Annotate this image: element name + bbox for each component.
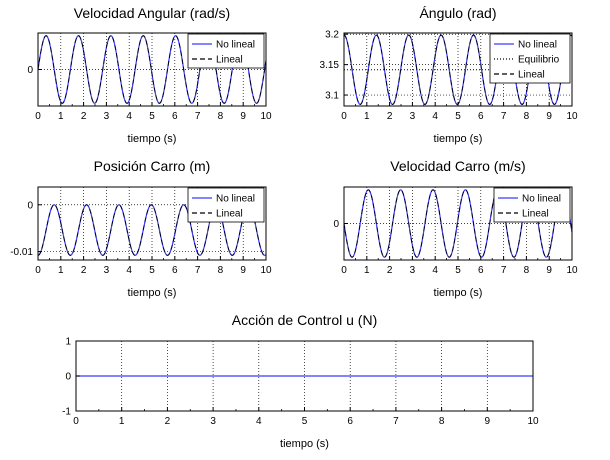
x-tick-label: 1 [364, 111, 370, 122]
legend-entry: No lineal [216, 194, 255, 205]
chart-title: Posición Carro (m) [94, 158, 211, 174]
x-tick-label: 1 [119, 416, 125, 427]
y-tick-label: -0.01 [10, 247, 33, 258]
x-tick-label: 9 [485, 416, 491, 427]
y-tick-label: 0 [27, 65, 33, 76]
legend-entry: Lineal [518, 70, 545, 81]
legend-box [187, 187, 265, 223]
x-tick-label: 3 [410, 111, 416, 122]
x-axis-label: tiempo (s) [128, 133, 177, 145]
legend-entry: No lineal [216, 40, 255, 51]
x-tick-label: 10 [527, 416, 539, 427]
x-tick-label: 1 [58, 265, 64, 276]
x-tick-label: 9 [546, 265, 552, 276]
x-tick-label: 5 [149, 111, 155, 122]
chart-title: Ángulo (rad) [419, 5, 496, 21]
x-tick-label: 4 [432, 265, 438, 276]
x-tick-label: 8 [218, 265, 224, 276]
series-lineal-line [38, 35, 266, 104]
x-tick-label: 2 [81, 111, 87, 122]
y-tick-label: 3.2 [325, 30, 339, 41]
x-tick-label: 2 [81, 265, 87, 276]
x-tick-label: 8 [218, 111, 224, 122]
x-tick-label: 10 [566, 111, 578, 122]
x-tick-label: 10 [260, 265, 272, 276]
legend-entry: No lineal [518, 40, 557, 51]
chart-title: Velocidad Carro (m/s) [390, 158, 525, 174]
x-tick-label: 2 [165, 416, 171, 427]
y-tick-label: 1 [65, 337, 71, 348]
x-tick-label: 10 [260, 111, 272, 122]
x-tick-label: 8 [439, 416, 445, 427]
x-tick-label: 4 [256, 416, 262, 427]
x-axis-label: tiempo (s) [280, 438, 329, 450]
x-tick-label: 9 [546, 111, 552, 122]
x-tick-label: 0 [35, 265, 41, 276]
x-tick-label: 7 [195, 111, 201, 122]
legend-box [489, 33, 571, 84]
x-tick-label: 6 [172, 111, 178, 122]
x-tick-label: 7 [393, 416, 399, 427]
y-tick-label: 3.1 [325, 91, 339, 102]
x-tick-label: 4 [126, 111, 132, 122]
x-tick-label: 3 [410, 265, 416, 276]
x-tick-label: 0 [73, 416, 79, 427]
x-tick-label: 5 [302, 416, 308, 427]
x-tick-label: 7 [195, 265, 201, 276]
x-tick-label: 9 [240, 111, 246, 122]
x-tick-label: 3 [210, 416, 216, 427]
x-tick-label: 0 [341, 265, 347, 276]
x-tick-label: 7 [501, 265, 507, 276]
x-tick-label: 4 [126, 265, 132, 276]
x-tick-label: 5 [149, 265, 155, 276]
y-tick-label: 0 [27, 200, 33, 211]
x-tick-label: 6 [478, 111, 484, 122]
x-tick-label: 5 [455, 265, 461, 276]
x-tick-label: 5 [455, 111, 461, 122]
x-tick-label: 7 [501, 111, 507, 122]
x-tick-label: 0 [341, 111, 347, 122]
legend-entry: Equilibrio [518, 55, 560, 66]
x-tick-label: 6 [172, 265, 178, 276]
series-lineal-line [38, 204, 266, 256]
y-tick-label: -1 [62, 407, 71, 418]
legend-entry: Lineal [522, 209, 549, 220]
x-tick-label: 1 [364, 265, 370, 276]
x-tick-label: 6 [478, 265, 484, 276]
y-tick-label: 3.15 [320, 60, 340, 71]
x-tick-label: 2 [387, 265, 393, 276]
chart-title: Acción de Control u (N) [232, 312, 378, 328]
x-tick-label: 4 [432, 111, 438, 122]
x-tick-label: 9 [240, 265, 246, 276]
x-tick-label: 0 [35, 111, 41, 122]
y-tick-label: 0 [333, 219, 339, 230]
x-axis-label: tiempo (s) [434, 287, 483, 299]
x-tick-label: 3 [104, 265, 110, 276]
chart-title: Velocidad Angular (rad/s) [74, 5, 230, 21]
legend-entry: No lineal [522, 194, 561, 205]
x-tick-label: 6 [347, 416, 353, 427]
legend-entry: Lineal [216, 209, 243, 220]
legend-entry: Lineal [216, 55, 243, 66]
x-tick-label: 1 [58, 111, 64, 122]
legend-box [493, 187, 571, 223]
x-tick-label: 8 [524, 265, 530, 276]
x-axis-label: tiempo (s) [128, 287, 177, 299]
x-tick-label: 10 [566, 265, 578, 276]
legend-box [187, 33, 265, 69]
x-tick-label: 8 [524, 111, 530, 122]
x-axis-label: tiempo (s) [434, 133, 483, 145]
x-tick-label: 3 [104, 111, 110, 122]
y-tick-label: 0 [65, 372, 71, 383]
x-tick-label: 2 [387, 111, 393, 122]
